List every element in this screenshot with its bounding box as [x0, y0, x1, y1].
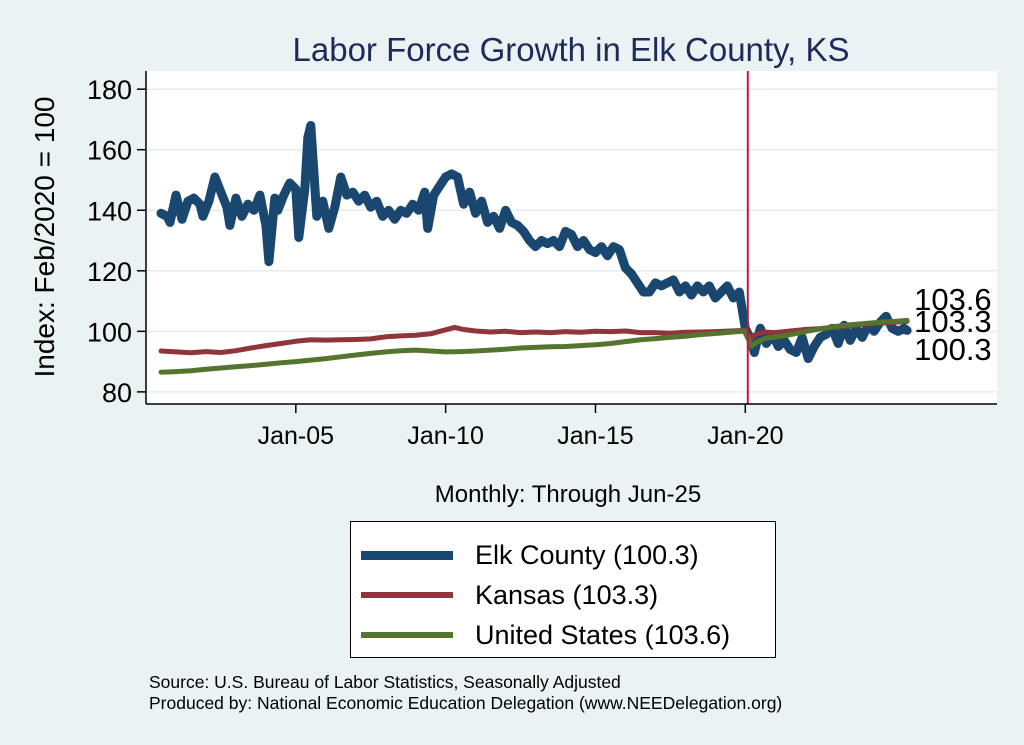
series-line-elk	[156, 121, 912, 364]
series-line-us	[158, 317, 910, 375]
legend-item-kansas: Kansas (103.3)	[361, 577, 658, 613]
legend-item-elk: Elk County (100.3)	[361, 537, 699, 573]
y-tick-label-160: 160	[87, 136, 132, 166]
y-tick-label-80: 80	[102, 378, 132, 408]
y-tick-label-140: 140	[87, 196, 132, 226]
producer-note: Produced by: National Economic Education…	[149, 693, 783, 713]
legend-label-us: United States (103.6)	[475, 619, 731, 650]
end-label-us: 103.6	[914, 282, 992, 317]
chart-title: Labor Force Growth in Elk County, KS	[293, 31, 850, 68]
x-axis-label: Monthly: Through Jun-25	[435, 481, 701, 508]
legend-label-kansas: Kansas (103.3)	[475, 579, 659, 610]
legend-swatch-elk	[361, 550, 453, 560]
legend-swatch-kansas	[361, 592, 453, 598]
source-note: Source: U.S. Bureau of Labor Statistics,…	[149, 672, 621, 692]
x-tick-label-Jan-15: Jan-15	[557, 422, 633, 450]
legend-item-us: United States (103.6)	[361, 617, 730, 653]
footer: Source: U.S. Bureau of Labor Statistics,…	[149, 672, 782, 714]
end-label-elk: 100.3	[914, 332, 992, 367]
axes: 80 100 120 140 160 180 Jan-05 Jan-10 Jan-15 Jan-2…	[87, 71, 997, 450]
end-label-kansas: 103.3	[914, 304, 992, 339]
series-line-kansas	[158, 318, 910, 356]
y-axis-label: Index: Feb/2020 = 100	[29, 97, 60, 378]
legend-swatch-us	[361, 632, 453, 638]
x-tick-label-Jan-20: Jan-20	[707, 422, 783, 450]
y-tick-label-180: 180	[87, 75, 132, 105]
x-tick-label-Jan-05: Jan-05	[258, 422, 334, 450]
legend-label-elk: Elk County (100.3)	[475, 539, 699, 570]
y-tick-label-120: 120	[87, 257, 132, 287]
series-lines	[156, 121, 912, 375]
y-tick-label-100: 100	[87, 317, 132, 347]
legend: Elk County (100.3) Kansas (103.3) United…	[350, 521, 776, 658]
x-tick-label-Jan-10: Jan-10	[407, 422, 483, 450]
